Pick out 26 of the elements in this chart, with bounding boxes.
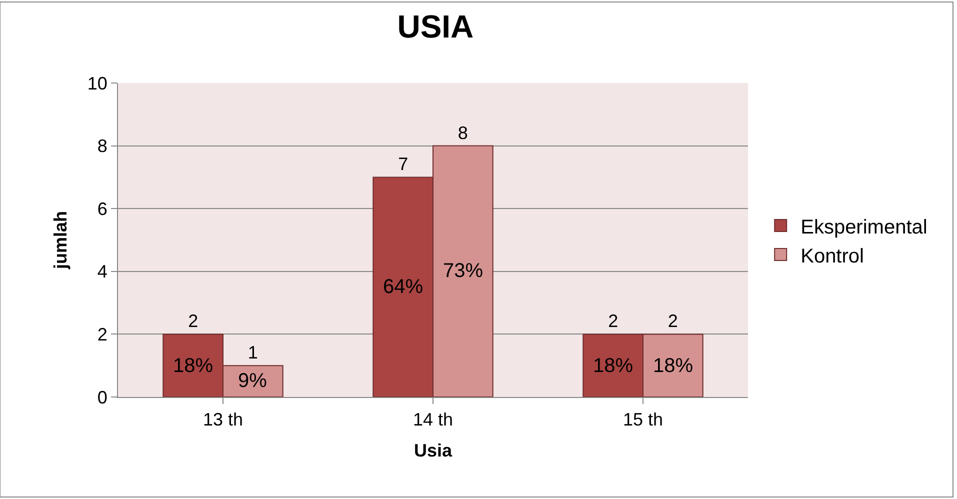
y-tick-label: 4 <box>97 262 108 282</box>
legend-label: Kontrol <box>800 245 864 268</box>
y-tick-label: 0 <box>97 387 108 408</box>
data-label: 2 <box>188 311 198 332</box>
x-tick-label: 15 th <box>622 410 664 430</box>
x-tick-label: 14 th <box>412 410 454 430</box>
annotation: 64% <box>383 276 424 298</box>
chart-title: USIA <box>397 8 474 44</box>
data-label: 7 <box>398 154 408 174</box>
annotation: 73% <box>443 260 484 282</box>
data-label: 2 <box>608 311 618 332</box>
data-label: 2 <box>668 311 678 332</box>
y-tick-label: 10 <box>87 73 108 94</box>
data-label: 1 <box>248 342 258 363</box>
annotation: 18% <box>593 355 634 377</box>
y-axis-title: jumlah <box>50 210 71 270</box>
y-tick-label: 8 <box>97 136 108 156</box>
annotation: 18% <box>653 355 694 377</box>
annotation: 18% <box>173 355 214 377</box>
x-tick-label: 13 th <box>202 410 244 430</box>
y-tick-label: 2 <box>97 324 108 344</box>
annotation: 9% <box>238 370 268 392</box>
legend-label: Eksperimental <box>800 216 928 238</box>
x-axis-title: Usia <box>414 440 453 461</box>
data-label: 8 <box>458 122 468 143</box>
y-tick-label: 6 <box>97 198 108 219</box>
